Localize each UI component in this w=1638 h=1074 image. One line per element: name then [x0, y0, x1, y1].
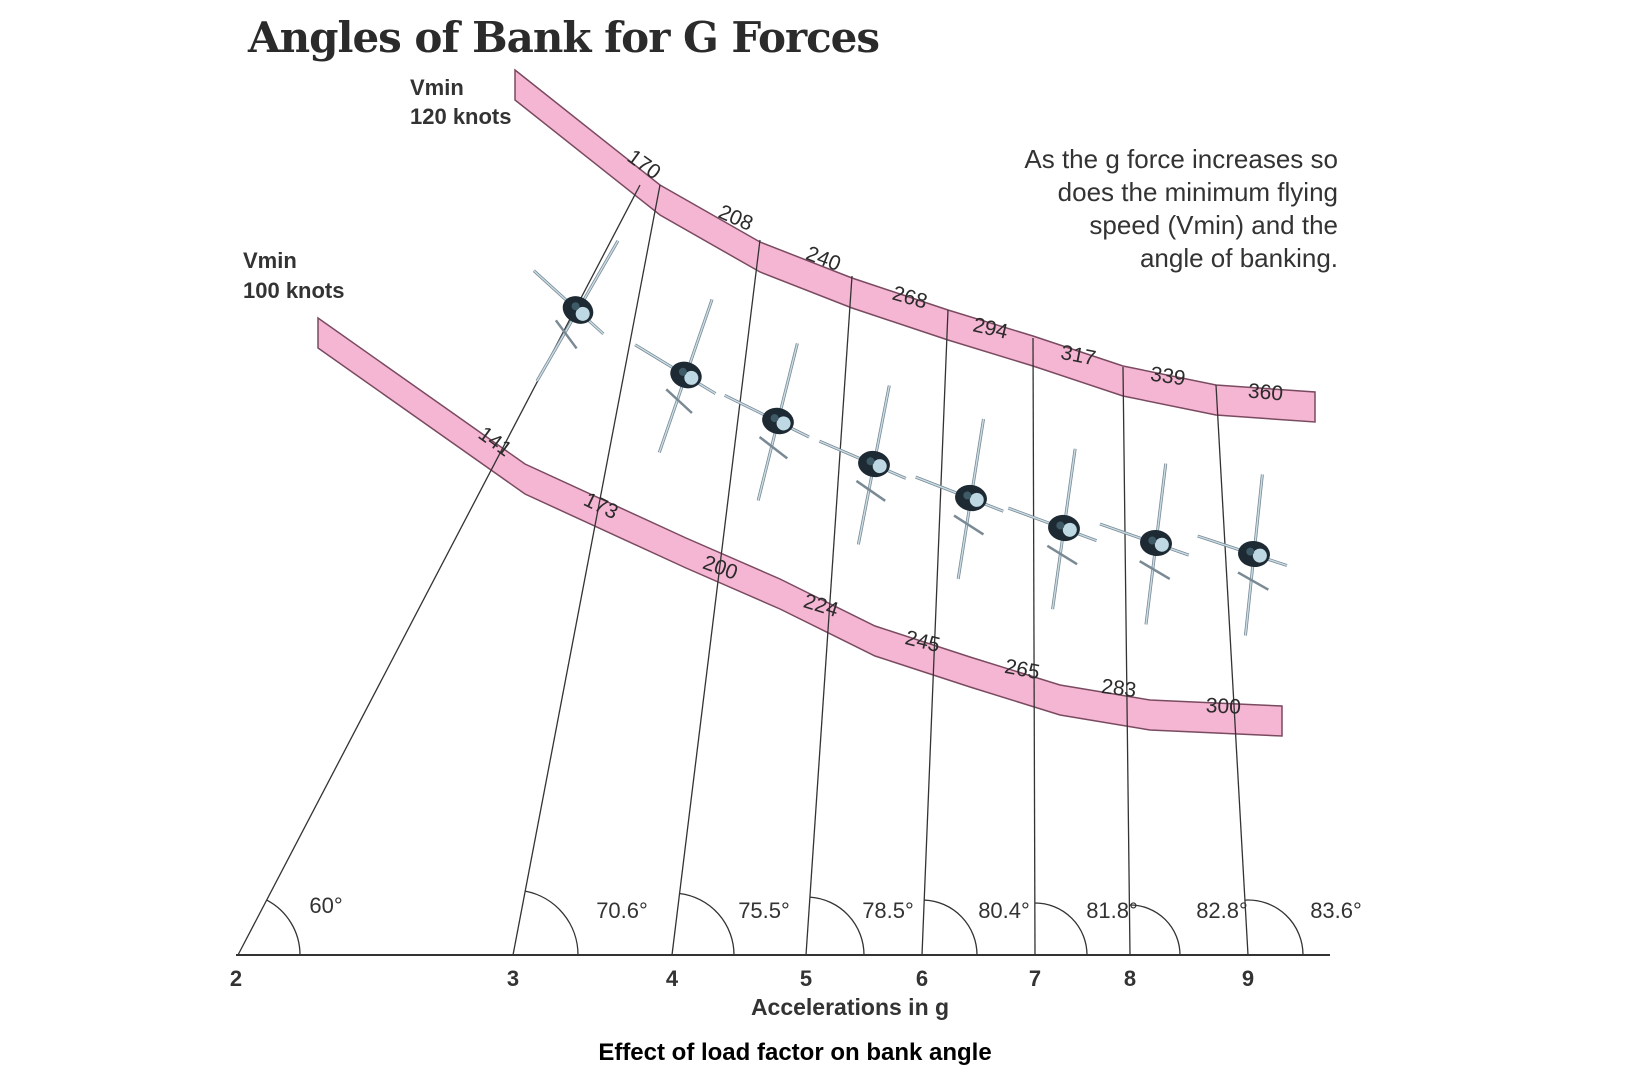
- aircraft-group: [485, 210, 1298, 641]
- bank-angle-label: 78.5°: [862, 898, 914, 923]
- lower-vmin-label: Vmin: [243, 248, 297, 273]
- angle-arc-6g: [924, 899, 978, 956]
- lower-band-label: Vmin 100 knots: [243, 248, 345, 303]
- angle-arc-2g: [266, 899, 301, 956]
- upper-speed-value: 339: [1149, 363, 1187, 391]
- bank-ray-4g: [671, 239, 761, 956]
- lower-speed-band: [317, 316, 1283, 737]
- lower-speed-value: 300: [1205, 694, 1241, 719]
- bank-ray-6g: [921, 309, 949, 956]
- jet-aircraft-icon: [485, 210, 649, 400]
- info-note: As the g force increases so does the min…: [1024, 144, 1338, 273]
- lower-knots-label: 100 knots: [243, 278, 345, 303]
- upper-knots-label: 120 knots: [410, 104, 512, 129]
- lower-speed-value: 283: [1100, 675, 1138, 702]
- bank-angle-label: 60°: [309, 893, 342, 918]
- g-tick-label: 6: [916, 966, 928, 991]
- angle-arc-4g: [679, 892, 735, 956]
- angle-arc-8g: [1129, 904, 1181, 956]
- diagram-title: Angles of Bank for G Forces: [247, 13, 879, 62]
- note-line-3: speed (Vmin) and the: [1089, 210, 1338, 240]
- bank-angle-label: 83.6°: [1310, 898, 1362, 923]
- bank-ray-5g: [805, 275, 853, 956]
- angle-arc-3g: [525, 890, 579, 956]
- jet-aircraft-icon: [602, 278, 746, 466]
- figure-caption: Effect of load factor on bank angle: [598, 1039, 991, 1066]
- bank-ray-7g: [1032, 337, 1036, 956]
- angle-arcs: [266, 890, 1304, 956]
- angle-labels: 60° 70.6° 75.5° 78.5° 80.4° 81.8° 82.8° 83.6°: [309, 893, 1361, 923]
- jet-aircraft-icon: [700, 327, 832, 511]
- bank-angle-label: 75.5°: [738, 898, 790, 923]
- upper-speed-value: 360: [1247, 380, 1284, 406]
- note-line-2: does the minimum flying: [1058, 177, 1338, 207]
- bank-angle-label: 70.6°: [596, 898, 648, 923]
- lower-speed-value: 200: [700, 551, 741, 585]
- bank-angle-label: 81.8°: [1086, 898, 1138, 923]
- angle-arc-5g: [809, 896, 865, 956]
- g-tick-label: 3: [507, 966, 519, 991]
- jet-aircraft-icon: [1086, 455, 1201, 631]
- g-tick-label: 7: [1029, 966, 1041, 991]
- g-axis-ticks: 2 3 4 5 6 7 8 9: [230, 966, 1254, 991]
- bank-angle-label: 80.4°: [978, 898, 1030, 923]
- g-tick-label: 4: [666, 966, 679, 991]
- bank-ray-8g: [1122, 366, 1131, 956]
- g-tick-label: 2: [230, 966, 242, 991]
- note-line-4: angle of banking.: [1140, 243, 1338, 273]
- jet-aircraft-icon: [799, 372, 925, 553]
- angle-arc-7g: [1034, 902, 1088, 956]
- jet-aircraft-icon: [1186, 466, 1298, 641]
- bank-angle-label: 82.8°: [1196, 898, 1248, 923]
- x-axis-label: Accelerations in g: [751, 994, 949, 1020]
- upper-band-label: Vmin 120 knots: [410, 75, 512, 129]
- bank-ray-9g: [1215, 384, 1249, 956]
- angle-arc-9g: [1244, 899, 1304, 956]
- jet-aircraft-icon: [993, 439, 1111, 616]
- jet-aircraft-icon: [899, 408, 1019, 586]
- g-tick-label: 9: [1242, 966, 1254, 991]
- upper-vmin-label: Vmin: [410, 75, 464, 100]
- g-tick-label: 5: [800, 966, 812, 991]
- g-tick-label: 8: [1124, 966, 1136, 991]
- bank-ray-3g: [512, 184, 661, 956]
- note-line-1: As the g force increases so: [1024, 144, 1338, 174]
